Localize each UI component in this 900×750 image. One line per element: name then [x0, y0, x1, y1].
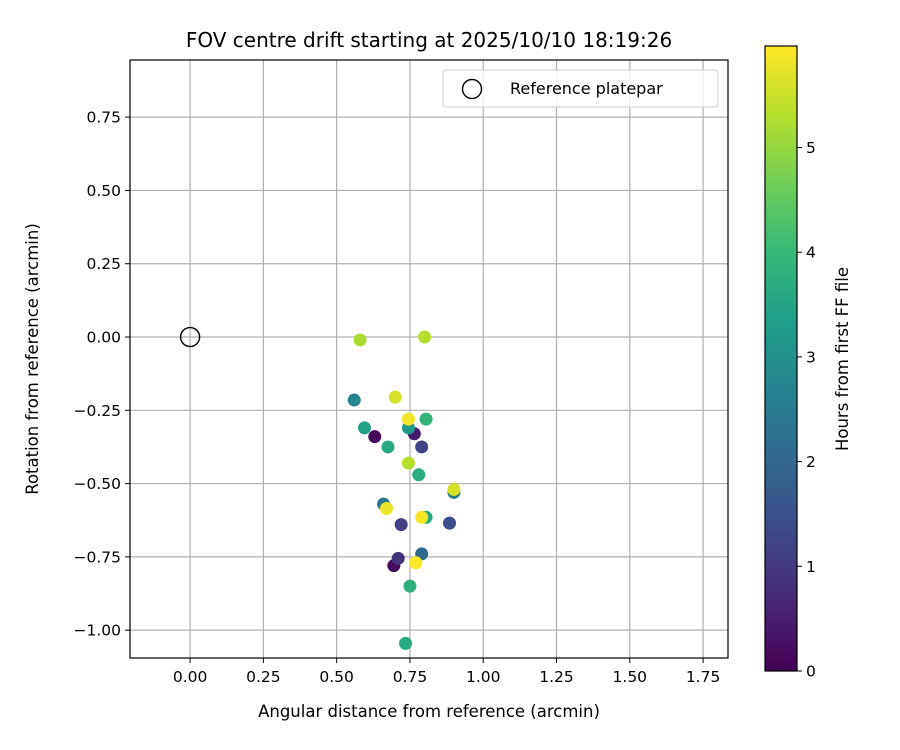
y-tick-label: −1.00 — [74, 622, 122, 640]
grid — [130, 60, 728, 658]
x-tick-label: 1.00 — [466, 668, 501, 686]
data-point — [399, 636, 413, 650]
y-tick-label: 0.50 — [86, 182, 121, 200]
data-point — [381, 440, 395, 454]
y-tick-label: 0.00 — [86, 329, 121, 347]
colorbar-tick-label: 4 — [806, 244, 816, 262]
plot-frame — [129, 59, 729, 659]
data-point — [391, 551, 405, 565]
y-tick-label: 0.25 — [86, 255, 121, 273]
data-point — [403, 579, 417, 593]
data-point — [379, 502, 393, 515]
x-tick-label: 0.75 — [393, 668, 428, 686]
colorbar-tick-label: 3 — [806, 348, 816, 366]
data-point — [353, 333, 367, 347]
data-point — [415, 440, 429, 454]
x-tick-label: 0.50 — [319, 668, 354, 686]
x-axis-ticks: 0.00 0.25 0.50 0.75 1.00 1.25 1.50 1.75 — [173, 658, 721, 686]
colorbar-tick-label: 2 — [806, 453, 816, 471]
colorbar: 0 1 2 3 4 5 Hours from first FF file — [764, 45, 852, 681]
data-point — [447, 482, 461, 496]
data-point — [412, 468, 426, 482]
y-tick-label: −0.50 — [74, 475, 122, 493]
x-tick-label: 1.50 — [613, 668, 648, 686]
x-tick-label: 1.25 — [539, 668, 574, 686]
data-point — [415, 510, 429, 524]
legend: Reference platepar — [442, 69, 719, 108]
colorbar-ticks: 0 1 2 3 4 5 — [797, 139, 816, 681]
data-point — [401, 412, 415, 426]
x-tick-label: 0.25 — [246, 668, 281, 686]
data-point — [347, 393, 361, 407]
data-point — [358, 421, 372, 435]
data-point — [419, 412, 433, 426]
colorbar-tick-label: 5 — [806, 139, 816, 157]
data-point — [394, 518, 408, 532]
reference-marker-group — [179, 326, 201, 348]
colorbar-frame — [764, 45, 798, 672]
data-point — [388, 390, 402, 404]
y-axis-label: Rotation from reference (arcmin) — [23, 223, 42, 495]
x-tick-label: 1.75 — [686, 668, 721, 686]
legend-box — [442, 69, 719, 108]
colorbar-tick-label: 0 — [806, 663, 816, 681]
data-point — [418, 330, 432, 344]
colorbar-tick-label: 1 — [806, 558, 816, 576]
data-point — [443, 516, 457, 530]
y-tick-label: −0.25 — [74, 402, 122, 420]
colorbar-label: Hours from first FF file — [833, 267, 852, 451]
x-tick-label: 0.00 — [173, 668, 208, 686]
legend-reference-marker — [461, 78, 483, 100]
y-axis-ticks: 0.75 0.50 0.25 0.00 −0.25 −0.50 −0.75 −1.00 — [74, 109, 130, 640]
legend-label: Reference platepar — [510, 79, 663, 98]
data-point — [368, 430, 382, 444]
scatter-points — [347, 330, 461, 650]
colorbar-gradient — [765, 46, 797, 671]
data-point — [401, 456, 415, 470]
reference-platepar-marker — [179, 326, 201, 348]
chart-title: FOV centre drift starting at 2025/10/10 … — [186, 28, 672, 52]
y-tick-label: 0.75 — [86, 109, 121, 127]
y-tick-label: −0.75 — [74, 548, 122, 566]
x-axis-label: Angular distance from reference (arcmin) — [258, 702, 600, 721]
data-point — [409, 556, 423, 570]
